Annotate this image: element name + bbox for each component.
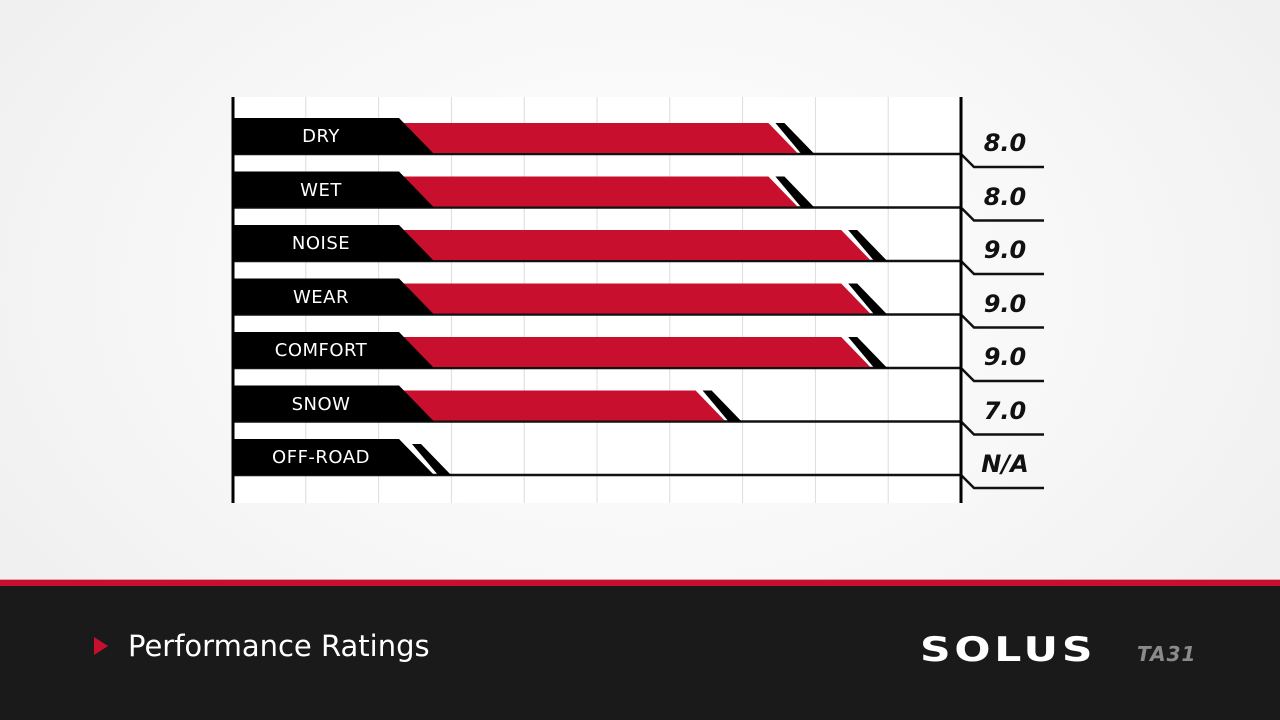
row-baseline — [233, 206, 1044, 222]
row-label-wear: WEAR — [293, 286, 349, 308]
row-baseline — [233, 473, 1044, 490]
bar-end-stripe — [848, 337, 888, 368]
rating-bar — [399, 123, 798, 153]
bar-end-stripe — [848, 230, 888, 261]
row-value-off-road: N/A — [981, 450, 1029, 478]
row-label-wet: WET — [300, 179, 342, 201]
footer-bar: Performance Ratings SOLUS TA31 — [0, 579, 1280, 720]
bar-end-stripe — [702, 390, 742, 422]
rating-bar — [399, 337, 871, 367]
label-tab — [233, 278, 434, 315]
row-value-dry: 8.0 — [983, 129, 1027, 157]
label-tab — [233, 332, 434, 368]
label-tab — [233, 385, 434, 422]
row-baseline — [233, 313, 1044, 329]
row-baseline — [233, 259, 1044, 276]
label-tab — [233, 171, 434, 208]
row-value-snow: 7.0 — [983, 396, 1027, 425]
label-tab — [233, 118, 434, 154]
row-label-noise: NOISE — [291, 233, 351, 254]
row-baseline — [233, 420, 1044, 436]
row-label-dry: DRY — [302, 126, 340, 147]
brand-model: TA31 — [1137, 642, 1197, 666]
label-tab — [233, 225, 434, 261]
bar-end-stripe — [412, 444, 451, 475]
label-tab — [233, 439, 434, 475]
rating-bar — [399, 230, 871, 260]
row-baseline — [233, 152, 1044, 169]
section-title: Performance Ratings — [128, 629, 430, 663]
rating-bar — [399, 390, 725, 421]
row-label-off-road: OFF-ROAD — [272, 447, 370, 468]
row-label-comfort: COMFORT — [274, 340, 368, 361]
bar-end-stripe — [775, 176, 815, 208]
row-value-wear: 9.0 — [983, 289, 1027, 318]
row-label-snow: SNOW — [291, 393, 351, 415]
brand-logo: SOLUS — [920, 630, 1097, 670]
row-value-wet: 8.0 — [983, 182, 1027, 211]
bar-end-stripe — [775, 123, 815, 154]
rating-bar — [399, 176, 798, 207]
play-triangle-icon — [94, 637, 108, 655]
row-value-comfort: 9.0 — [983, 343, 1027, 371]
row-value-noise: 9.0 — [983, 236, 1027, 264]
bar-end-stripe — [848, 283, 888, 315]
rating-bar — [399, 283, 871, 314]
row-baseline — [233, 366, 1044, 383]
